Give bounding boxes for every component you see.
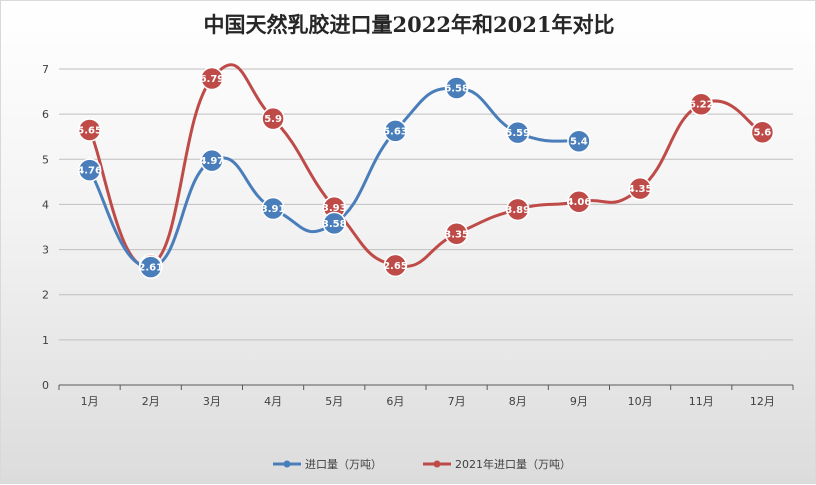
legend-marker bbox=[283, 460, 291, 468]
x-tick-label: 6月 bbox=[386, 395, 404, 408]
x-tick-label: 4月 bbox=[264, 395, 282, 408]
data-label: 4.35 bbox=[628, 184, 653, 195]
data-point bbox=[77, 158, 102, 182]
data-label: 5.9 bbox=[264, 114, 282, 125]
x-tick-label: 5月 bbox=[325, 395, 343, 408]
data-point bbox=[200, 148, 224, 173]
data-label: 5.65 bbox=[77, 125, 102, 136]
data-point bbox=[506, 120, 530, 145]
data-label: 5.6 bbox=[754, 128, 772, 139]
data-label: 5.4 bbox=[570, 137, 588, 148]
x-tick-label: 1月 bbox=[81, 395, 99, 408]
series-line bbox=[88, 86, 581, 269]
data-point bbox=[444, 76, 469, 100]
data-point bbox=[261, 196, 285, 221]
data-point bbox=[444, 222, 469, 246]
data-point bbox=[383, 253, 408, 278]
x-tick-label: 7月 bbox=[448, 395, 466, 408]
data-label: 6.22 bbox=[689, 100, 714, 111]
data-label: 3.91 bbox=[261, 204, 286, 215]
data-point bbox=[383, 119, 408, 143]
data-label: 6.79 bbox=[200, 74, 225, 85]
y-tick-label: 5 bbox=[42, 153, 49, 166]
legend-marker bbox=[433, 460, 441, 468]
data-point bbox=[77, 118, 102, 142]
legend-entry: 进口量（万吨） bbox=[305, 458, 382, 471]
data-label: 3.35 bbox=[444, 229, 469, 240]
data-label: 3.58 bbox=[322, 219, 347, 230]
data-label: 2.65 bbox=[383, 261, 408, 272]
y-tick-label: 7 bbox=[42, 63, 49, 76]
y-tick-label: 0 bbox=[42, 379, 49, 392]
data-label: 5.63 bbox=[383, 126, 408, 137]
data-label: 3.93 bbox=[322, 203, 347, 214]
data-label: 4.97 bbox=[200, 156, 225, 167]
data-point bbox=[750, 120, 775, 144]
data-label: 4.76 bbox=[77, 166, 102, 177]
data-point bbox=[628, 176, 652, 201]
x-tick-label: 12月 bbox=[750, 395, 775, 408]
data-label: 5.59 bbox=[505, 128, 530, 139]
y-tick-label: 4 bbox=[42, 198, 49, 211]
data-label: 3.89 bbox=[505, 205, 530, 216]
data-point bbox=[567, 129, 591, 153]
y-tick-label: 6 bbox=[42, 108, 49, 121]
x-tick-label: 11月 bbox=[689, 395, 714, 408]
data-point bbox=[689, 92, 713, 116]
data-label: 2.61 bbox=[138, 263, 163, 274]
data-point bbox=[322, 211, 346, 236]
data-point bbox=[567, 189, 591, 214]
data-label: 4.06 bbox=[567, 197, 592, 208]
x-tick-label: 8月 bbox=[509, 395, 527, 408]
x-tick-label: 2月 bbox=[142, 395, 160, 408]
data-point bbox=[139, 255, 163, 279]
y-tick-label: 1 bbox=[42, 334, 49, 347]
x-tick-label: 10月 bbox=[628, 395, 653, 408]
data-label: 6.58 bbox=[444, 83, 469, 94]
y-tick-label: 2 bbox=[42, 289, 49, 302]
chart-title: 中国天然乳胶进口量2022年和2021年对比 bbox=[203, 12, 615, 37]
legend-entry: 2021年进口量（万吨） bbox=[455, 457, 571, 471]
data-point bbox=[200, 66, 224, 91]
x-tick-label: 3月 bbox=[203, 395, 221, 408]
data-point bbox=[261, 106, 285, 131]
data-point bbox=[506, 197, 530, 222]
y-tick-label: 3 bbox=[42, 244, 49, 257]
x-tick-label: 9月 bbox=[570, 395, 588, 408]
